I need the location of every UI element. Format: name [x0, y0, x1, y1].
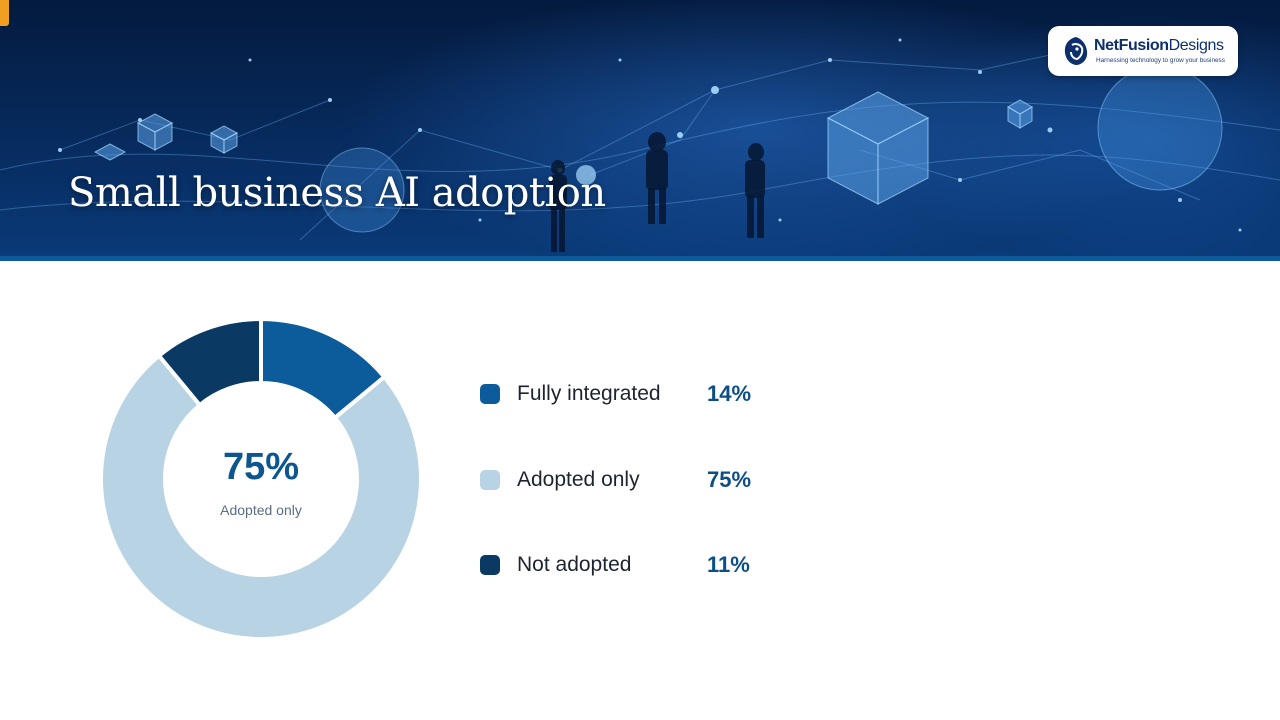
banner-divider: [0, 256, 1280, 261]
donut-chart: 75% Adopted only: [100, 318, 422, 640]
legend-swatch-adopted-only: [480, 470, 500, 490]
header-banner: Small business AI adoption NetFusionDesi…: [0, 0, 1280, 256]
legend-item-adopted-only: Adopted only 75%: [480, 456, 780, 504]
network-illustration: [0, 38, 1280, 252]
legend-item-fully-integrated: Fully integrated 14%: [480, 370, 780, 418]
donut-center-value: 75%: [222, 446, 300, 488]
legend-label: Fully integrated: [517, 382, 661, 405]
donut-slice-not-adopted: [156, 318, 263, 408]
legend-label: Not adopted: [517, 553, 632, 576]
legend-label: Adopted only: [517, 468, 640, 491]
donut-chart-svg: [100, 318, 422, 640]
lion-head-icon: [1064, 37, 1088, 65]
legend-value: 75%: [707, 467, 752, 492]
company-logo: NetFusionDesigns Harnessing technology t…: [1048, 26, 1238, 76]
donut-slice-adopted-only: [100, 352, 422, 640]
logo-tagline: Harnessing technology to grow your busin…: [1096, 57, 1225, 64]
logo-wordmark: NetFusionDesigns: [1094, 37, 1224, 54]
legend-item-not-adopted: Not adopted 11%: [480, 541, 780, 589]
slide-title: Small business AI adoption: [68, 170, 606, 216]
donut-center-label: Adopted only: [220, 502, 302, 518]
accent-tab: [0, 0, 9, 26]
legend-value: 11%: [707, 552, 750, 577]
legend-swatch-not-adopted: [480, 555, 500, 575]
legend-value: 14%: [707, 381, 752, 406]
legend-swatch-fully-integrated: [480, 384, 500, 404]
